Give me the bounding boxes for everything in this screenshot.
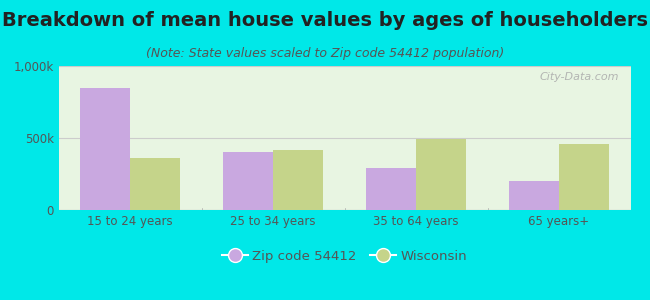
Bar: [273, 149, 323, 210]
Bar: [366, 168, 416, 210]
Bar: [416, 140, 466, 210]
Bar: [223, 152, 273, 210]
Text: (Note: State values scaled to Zip code 54412 population): (Note: State values scaled to Zip code 5…: [146, 46, 504, 59]
Bar: [80, 88, 130, 210]
Legend: Zip code 54412, Wisconsin: Zip code 54412, Wisconsin: [217, 244, 472, 268]
Bar: [130, 158, 180, 210]
Bar: [509, 181, 559, 210]
Text: City-Data.com: City-Data.com: [540, 72, 619, 82]
Bar: [559, 145, 609, 210]
Text: Breakdown of mean house values by ages of householders: Breakdown of mean house values by ages o…: [2, 11, 648, 29]
